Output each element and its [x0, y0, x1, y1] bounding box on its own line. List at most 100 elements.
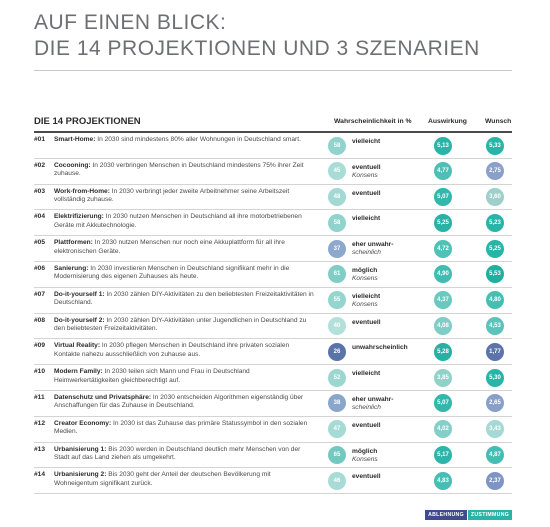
table-row: #10 Modern Family: In 2030 teilen sich M…	[34, 365, 512, 391]
title-divider	[34, 70, 512, 71]
table-row: #07 Do-it-yourself 1: In 2030 zählen DIY…	[34, 288, 512, 314]
projection-text: Creator Economy: In 2030 ist das Zuhause…	[54, 420, 316, 437]
probability-verdict: eventuell Konsens	[352, 164, 422, 180]
projection-title: Plattformen:	[54, 239, 93, 247]
table-row: #08 Do-it-yourself 2: In 2030 zählen DIY…	[34, 314, 512, 340]
table-row: #11 Datenschutz und Privatsphäre: In 203…	[34, 391, 512, 417]
projection-description: In 2030 ist das Zuhause das primäre Stat…	[54, 419, 308, 436]
probability-circle: 38	[328, 394, 346, 413]
projection-title: Cocooning:	[54, 161, 91, 169]
verdict-label: eventuell	[352, 189, 381, 197]
projection-text: Urbanisierung 1: Bis 2030 werden in Deut…	[54, 446, 316, 463]
projection-title: Datenschutz und Privatsphäre:	[54, 393, 152, 401]
projection-description: In 2030 sind mindestens 80% aller Wohnun…	[95, 136, 301, 143]
projection-title: Elektrifizierung:	[54, 213, 104, 221]
projection-text: Virtual Reality: In 2030 pflegen Mensche…	[54, 342, 316, 359]
projection-title: Virtual Reality:	[54, 342, 101, 350]
header-divider	[34, 131, 512, 133]
wish-circle: 2,75	[486, 162, 504, 181]
verdict-label: möglich	[352, 266, 378, 274]
title-line-1: AUF EINEN BLICK:	[34, 11, 227, 34]
projection-number: #05	[34, 239, 46, 247]
wish-circle: 2,65	[486, 394, 504, 413]
impact-circle: 4,83	[434, 471, 452, 490]
verdict-consensus: Konsens	[352, 455, 378, 463]
verdict-consensus: Konsens	[352, 172, 378, 179]
impact-circle: 5,25	[434, 213, 452, 232]
projection-description: In 2030 pflegen Menschen in Deutschland …	[54, 342, 290, 358]
projection-title: Work-from-Home:	[54, 187, 110, 195]
projection-text: Datenschutz und Privatsphäre: In 2030 en…	[54, 394, 316, 411]
verdict-label: vielleicht	[352, 138, 381, 145]
impact-circle: 5,28	[434, 342, 452, 361]
probability-circle: 46	[328, 471, 346, 490]
impact-circle: 5,13	[434, 136, 452, 155]
projection-description: In 2030 verbringen Menschen in Deutschla…	[54, 161, 304, 178]
projection-text: Cocooning: In 2030 verbringen Menschen i…	[54, 162, 316, 179]
projection-title: Smart-Home:	[54, 136, 96, 143]
wish-circle: 5,30	[486, 368, 504, 387]
projection-text: Elektrifizierung: In 2030 nutzen Mensche…	[54, 213, 316, 230]
impact-circle: 4,02	[434, 420, 452, 439]
projection-text: Work-from-Home: In 2030 verbringt jeder …	[54, 188, 316, 205]
projection-description: In 2030 nutzen Menschen nur noch eine Ak…	[54, 239, 285, 255]
wish-circle: 3,43	[486, 420, 504, 439]
probability-verdict: eventuell	[352, 422, 422, 430]
probability-circle: 45	[328, 162, 346, 181]
table-row: #04 Elektrifizierung: In 2030 nutzen Men…	[34, 210, 512, 237]
projection-number: #02	[34, 161, 46, 169]
probability-circle: 47	[328, 420, 346, 439]
projection-number: #03	[34, 187, 46, 195]
verdict-label: vielleicht	[352, 215, 381, 223]
probability-verdict: vielleicht Konsens	[352, 293, 422, 309]
projection-title: Creator Economy:	[54, 419, 112, 427]
wish-circle: 5,25	[486, 239, 504, 258]
verdict-label: eventuell	[352, 318, 381, 326]
projection-description: Bis 2030 geht der Anteil der deutschen B…	[54, 471, 271, 487]
probability-circle: 48	[328, 188, 346, 207]
projection-description: In 2030 nutzen Menschen in Deutschland a…	[54, 213, 302, 229]
projection-text: Plattformen: In 2030 nutzen Menschen nur…	[54, 239, 316, 256]
projection-description: In 2030 zählen DIY-Aktivitäten zu den be…	[54, 290, 314, 307]
projection-title: Urbanisierung 2:	[54, 471, 107, 479]
verdict-label: vielleicht	[352, 370, 381, 378]
verdict-label: möglich	[352, 447, 378, 455]
probability-verdict: eher unwahr- scheinlich	[352, 396, 422, 412]
legend-reject: ABLEHNUNG	[425, 510, 467, 520]
table-row: #14 Urbanisierung 2: Bis 2030 geht der A…	[34, 468, 512, 495]
impact-column-header: Auswirkung	[428, 118, 467, 125]
probability-verdict: eher unwahr- scheinlich	[352, 241, 422, 257]
wish-circle: 3,60	[486, 188, 504, 207]
impact-circle: 4,90	[434, 265, 452, 284]
impact-circle: 4,77	[434, 162, 452, 181]
verdict-label: eventuell	[352, 163, 381, 171]
verdict-label: eventuell	[352, 421, 381, 429]
probability-circle: 40	[328, 317, 346, 336]
probability-verdict: möglich Konsens	[352, 267, 422, 283]
verdict-consensus: Konsens	[352, 300, 378, 308]
impact-circle: 4,08	[434, 317, 452, 336]
projection-number: #09	[34, 342, 46, 350]
table-row: #06 Sanierung: In 2030 investieren Mensc…	[34, 262, 512, 288]
table-row: #05 Plattformen: In 2030 nutzen Menschen…	[34, 236, 512, 262]
projection-title: Do-it-yourself 1:	[54, 290, 105, 298]
wish-circle: 5,53	[486, 265, 504, 284]
projection-number: #14	[34, 471, 46, 479]
projection-text: Urbanisierung 2: Bis 2030 geht der Antei…	[54, 471, 316, 488]
projection-number: #04	[34, 213, 46, 221]
projection-title: Sanierung:	[54, 264, 89, 272]
wish-circle: 1,77	[486, 342, 504, 361]
projection-title: Urbanisierung 1:	[54, 445, 107, 453]
impact-circle: 3,85	[434, 368, 452, 387]
wish-column-header: Wunsch	[485, 118, 512, 125]
projections-heading: DIE 14 PROJEKTIONEN	[34, 116, 141, 127]
probability-circle: 37	[328, 239, 346, 258]
impact-circle: 4,72	[434, 239, 452, 258]
probability-circle: 65	[328, 446, 346, 465]
impact-circle: 5,07	[434, 188, 452, 207]
projection-number: #06	[34, 264, 46, 272]
probability-verdict: eventuell	[352, 473, 422, 481]
projection-description: Bis 2030 werden in Deutschland deutlich …	[54, 445, 301, 461]
table-row: #02 Cocooning: In 2030 verbringen Mensch…	[34, 159, 512, 185]
projection-number: #13	[34, 445, 46, 453]
